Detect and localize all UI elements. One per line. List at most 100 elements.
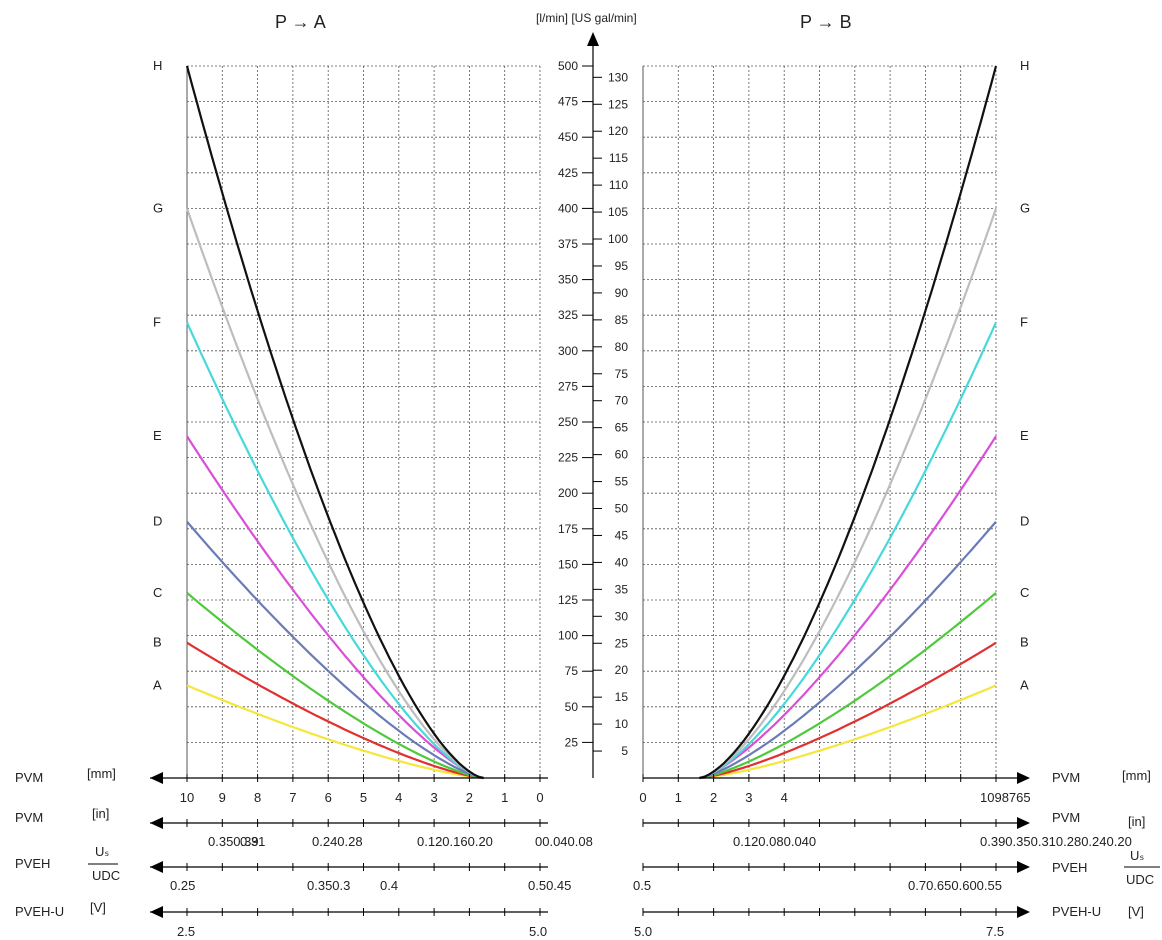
curve-c [699, 592, 997, 780]
curve-label-b: B [1020, 635, 1029, 650]
row2-left-tick-3: 0.240.28 [312, 834, 363, 849]
row1-left-tick-label: 4 [395, 790, 402, 805]
row1-left-tick-label: 3 [430, 790, 437, 805]
curve-h [185, 65, 484, 780]
row2-unit: [in] [92, 806, 109, 821]
curve-f [185, 321, 484, 780]
row2-name-right: PVM [1052, 810, 1080, 825]
axis-row-pvm-in: PVM [in] PVM [in] 0.350.39 0.31 0.240.28… [15, 806, 1145, 849]
curve-label-d: D [153, 514, 162, 529]
bottom-axis-minor-ticks [186, 774, 997, 916]
row1-right-tick-label: 4 [781, 790, 788, 805]
lpm-tick-label: 175 [558, 522, 578, 536]
curve-label-g: G [1020, 200, 1030, 215]
curve-a [699, 684, 997, 780]
row4-right-tick-1: 5.0 [634, 924, 652, 939]
gpm-tick-label: 20 [615, 663, 629, 677]
row1-left-tick-label: 7 [289, 790, 296, 805]
row1-left-tick-label: 5 [360, 790, 367, 805]
axis-row-pveh-u: PVEH-U [V] PVEH-U [V] 2.5 5.0 5.0 7.5 [15, 900, 1144, 939]
curve-d [699, 520, 997, 780]
row2-left-tick-5: 00.040.08 [535, 834, 593, 849]
curve-label-h: H [153, 58, 162, 73]
gpm-tick-label: 120 [608, 124, 628, 138]
lpm-tick-label: 350 [558, 273, 578, 287]
row1-left-tick-labels: 10 9 8 7 6 5 4 3 2 1 0 [180, 790, 544, 805]
lpm-tick-label: 275 [558, 379, 578, 393]
row2-right-tick-1: 0.120.080.040 [733, 834, 816, 849]
row4-unit: [V] [90, 900, 106, 915]
gpm-tick-label: 95 [615, 259, 629, 273]
arrow-right-icon [1017, 772, 1030, 784]
gpm-tick-labels: 1301251201151101051009590858075706560555… [593, 70, 628, 758]
curve-label-e: E [153, 428, 162, 443]
curves-left [185, 65, 484, 780]
gpm-tick-label: 110 [609, 178, 628, 192]
curve-label-a: A [1020, 677, 1029, 692]
row4-left-tick-1: 2.5 [177, 924, 195, 939]
gpm-tick-label: 10 [615, 717, 629, 731]
gpm-tick-label: 35 [615, 582, 629, 596]
row3-left-tick-2: 0.350.3 [307, 878, 350, 893]
gpm-tick-label: 130 [608, 70, 628, 84]
lpm-tick-label: 225 [558, 451, 578, 465]
curve-labels-left: A B C D E F G H [153, 58, 163, 692]
arrow-left-icon [150, 906, 163, 918]
gpm-tick-label: 65 [615, 421, 629, 435]
row1-unit: [mm] [87, 766, 116, 781]
curve-labels-right: A B C D E F G H [1020, 58, 1030, 692]
row1-right-tick-label: 0 [639, 790, 646, 805]
gpm-tick-label: 5 [621, 744, 628, 758]
axis-row-pveh: PVEH Uₛ UDC PVEH Uₛ UDC 0.25 0.350.3 0.4… [15, 844, 1160, 893]
row1-left-tick-label: 10 [180, 790, 194, 805]
lpm-tick-label: 75 [565, 664, 579, 678]
row1-left-tick-label: 6 [325, 790, 332, 805]
svg-text:P → A: P → A [275, 12, 326, 32]
gpm-tick-label: 75 [615, 367, 629, 381]
row1-left-tick-label: 0 [536, 790, 543, 805]
gpm-tick-label: 45 [615, 528, 629, 542]
row1-right-end-label: 1098765 [980, 790, 1031, 805]
row4-name-right: PVEH-U [1052, 904, 1101, 919]
arrow-left-icon [150, 817, 163, 829]
gpm-tick-label: 115 [609, 151, 628, 165]
gpm-tick-label: 80 [615, 340, 629, 354]
row1-left-tick-label: 2 [466, 790, 473, 805]
flow-axis-title: [l/min] [US gal/min] [536, 11, 637, 25]
row1-right-tick-label: 2 [710, 790, 717, 805]
curve-e [186, 435, 484, 780]
lpm-tick-label: 25 [565, 735, 579, 749]
row3-unit-den: UDC [92, 868, 120, 883]
gpm-tick-label: 55 [615, 475, 629, 489]
curve-a [186, 684, 484, 780]
curve-h [699, 65, 998, 780]
gpm-tick-label: 125 [608, 97, 628, 111]
lpm-tick-label: 50 [565, 700, 579, 714]
gpm-tick-label: 105 [608, 205, 628, 219]
row3-unit-num: Uₛ [95, 844, 109, 859]
row1-right-tick-label: 1 [675, 790, 682, 805]
curve-label-a: A [153, 677, 162, 692]
row3-right-tick-2: 0.70.650.600.55 [908, 878, 1002, 893]
row4-name: PVEH-U [15, 904, 64, 919]
row2-name: PVM [15, 810, 43, 825]
row3-right-tick-1: 0.5 [633, 878, 651, 893]
svg-text:P → B: P → B [800, 12, 852, 32]
row1-right-tick-labels: 0 1 2 3 4 [639, 790, 787, 805]
gpm-tick-label: 70 [615, 394, 629, 408]
lpm-tick-label: 250 [558, 415, 578, 429]
row1-left-tick-label: 8 [254, 790, 261, 805]
curve-g [699, 208, 998, 780]
row3-left-tick-4: 0.50.45 [528, 878, 571, 893]
curve-label-h: H [1020, 58, 1029, 73]
row2-unit-right: [in] [1128, 814, 1145, 829]
flow-axis [587, 32, 599, 778]
row1-name-right: PVM [1052, 770, 1080, 785]
row4-unit-right: [V] [1128, 904, 1144, 919]
curve-b [186, 641, 484, 780]
curve-label-b: B [153, 635, 162, 650]
curve-c [186, 592, 484, 780]
row1-left-tick-label: 1 [501, 790, 508, 805]
